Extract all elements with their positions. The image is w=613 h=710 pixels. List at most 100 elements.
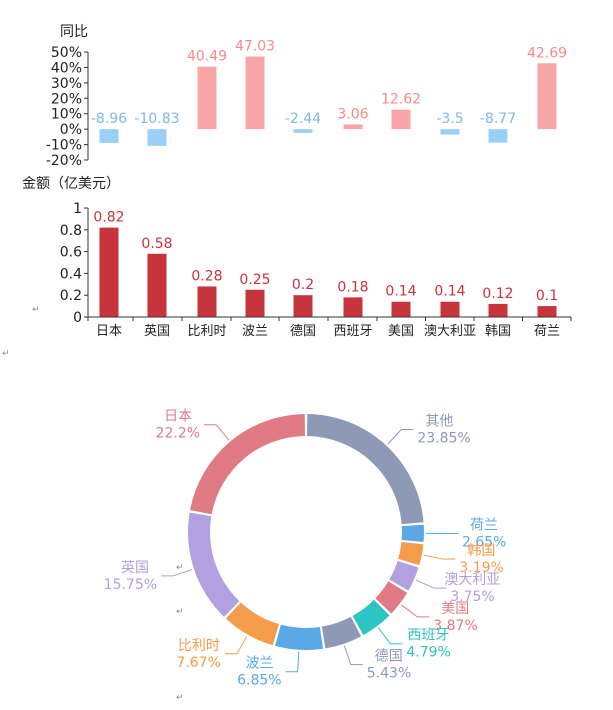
donut-slice-name: 荷兰	[470, 518, 498, 534]
yoy-value-label: -10.83	[134, 111, 179, 127]
amount-axis-title: 金额（亿美元）	[22, 176, 120, 192]
paragraph-mark-icon: ↵	[176, 607, 184, 617]
donut-slice	[321, 616, 362, 649]
amount-value-label: 0.25	[239, 272, 270, 288]
donut-slice-name: 韩国	[467, 543, 495, 559]
amount-value-label: 0.18	[337, 279, 368, 295]
donut-slice	[375, 581, 408, 614]
donut-leader-line	[285, 651, 300, 673]
donut-slice	[398, 542, 424, 566]
donut-slice	[190, 414, 305, 515]
yoy-bar	[537, 63, 557, 130]
yoy-value-label: 47.03	[235, 39, 275, 55]
donut-leader-line	[204, 424, 230, 441]
paragraph-mark-icon: ↵	[2, 349, 10, 359]
yoy-value-label: -8.96	[91, 111, 127, 127]
donut-slice-name: 波兰	[246, 656, 274, 672]
donut-slice-name: 其他	[425, 413, 453, 429]
yoy-bar	[197, 66, 217, 130]
amount-value-label: 0.12	[482, 286, 513, 302]
amount-y-tick-label: 0.4	[60, 266, 82, 282]
yoy-bar	[488, 129, 508, 143]
donut-slice-name: 澳大利亚	[444, 572, 500, 588]
amount-y-tick-label: 0	[73, 310, 82, 326]
amount-x-tick-label: 韩国	[485, 324, 511, 339]
yoy-value-label: -8.77	[480, 111, 516, 127]
donut-slice-percent: 3.87%	[433, 618, 477, 634]
yoy-bars: -8.96 -10.83 40.49 47.03 -2.44 3.06 12.62 -3.5 -…	[91, 39, 567, 146]
donut-leader-line	[161, 569, 193, 577]
amount-y-tick-label: 0.8	[60, 223, 82, 239]
donut-slice	[389, 560, 419, 591]
amount-bars: 0.82 0.58 0.28 0.25 0.2 0.18 0.14 0.14 0.12 0.1	[93, 210, 558, 317]
yoy-value-label: 12.62	[381, 92, 421, 108]
donut-slice	[275, 624, 324, 650]
yoy-value-label: -2.44	[285, 111, 321, 127]
yoy-y-tick-label: 40%	[51, 60, 82, 76]
yoy-y-tick-label: -20%	[46, 153, 82, 169]
donut-slice-percent: 5.43%	[367, 666, 411, 682]
donut-slice-percent: 3.75%	[450, 589, 494, 605]
donut-slice-name: 日本	[164, 409, 192, 425]
amount-bar	[343, 297, 363, 317]
yoy-y-tick-label: 0%	[60, 122, 82, 138]
yoy-bar	[440, 129, 460, 135]
paragraph-mark-icon: ↵	[32, 305, 40, 315]
donut-leader-line	[423, 554, 456, 560]
yoy-y-tick-label: 30%	[51, 76, 82, 92]
yoy-bar	[293, 129, 313, 133]
donut-leader-line	[415, 579, 447, 589]
donut-slice-name: 西班牙	[407, 628, 449, 644]
yoy-y-tick-label: 10%	[51, 107, 82, 123]
donut-slice-percent: 22.2%	[156, 426, 200, 442]
yoy-value-label: -3.5	[436, 111, 463, 127]
donut-slice-percent: 6.85%	[237, 673, 281, 689]
amount-bar	[488, 303, 508, 317]
yoy-bar	[147, 129, 167, 146]
donut-leader-line	[343, 645, 363, 666]
amount-y-tick-label: 1	[73, 201, 82, 217]
paragraph-marks: ↵ ↵ ↵ ↵ ↵	[2, 305, 184, 703]
donut-slice-percent: 2.65%	[462, 535, 506, 551]
donut-slice-name: 美国	[441, 601, 469, 617]
yoy-bar-chart: 同比 -20%-10%0%10%20%30%40%50% -8.96 -10.83…	[46, 24, 567, 169]
donut-slice-percent: 15.75%	[104, 577, 157, 593]
donut-slice-percent: 7.67%	[176, 655, 220, 671]
donut-slice	[307, 414, 424, 525]
yoy-bar	[245, 56, 265, 130]
yoy-y-axis: -20%-10%0%10%20%30%40%50%	[46, 45, 89, 169]
amount-bar-chart: 金额（亿美元） 00.20.40.60.81 0.820.580.28 0.25 0…	[22, 176, 572, 339]
amount-value-label: 0.2	[292, 277, 314, 293]
yoy-axis-title: 同比	[60, 24, 88, 40]
amount-x-tick-label: 西班牙	[333, 324, 372, 339]
donut-leader-line	[377, 627, 403, 645]
amount-value-label: 0.58	[141, 236, 172, 252]
amount-x-tick-label: 英国	[144, 324, 170, 339]
yoy-y-tick-label: 20%	[51, 91, 82, 107]
amount-x-tick-label: 澳大利亚	[424, 323, 476, 339]
donut-leader-line	[401, 604, 430, 618]
amount-x-tick-label: 波兰	[242, 324, 268, 339]
amount-y-tick-label: 0.6	[60, 245, 82, 261]
amount-bar	[293, 295, 313, 317]
yoy-value-label: 40.49	[187, 49, 227, 65]
amount-x-tick-label: 德国	[290, 324, 316, 339]
amount-bar	[537, 306, 557, 317]
amount-value-label: 0.14	[385, 284, 416, 300]
amount-bar	[99, 227, 119, 317]
donut-leader-line	[387, 428, 414, 445]
paragraph-mark-icon: ↵	[176, 563, 184, 573]
amount-x-tick-label: 比利时	[187, 324, 226, 339]
amount-x-axis: 日本 英国 比利时 波兰 德国 西班牙 美国 澳大利亚 韩国 荷兰	[87, 316, 572, 339]
yoy-y-tick-label: 50%	[51, 45, 82, 61]
donut-slice	[187, 512, 240, 617]
amount-bar	[245, 289, 265, 317]
amount-bar	[391, 301, 411, 317]
donut-slice-name: 英国	[121, 559, 149, 576]
donut-slice-percent: 23.85%	[417, 430, 470, 446]
amount-value-label: 0.28	[191, 268, 222, 284]
yoy-value-label: 42.69	[527, 45, 567, 61]
yoy-bar	[343, 124, 363, 130]
